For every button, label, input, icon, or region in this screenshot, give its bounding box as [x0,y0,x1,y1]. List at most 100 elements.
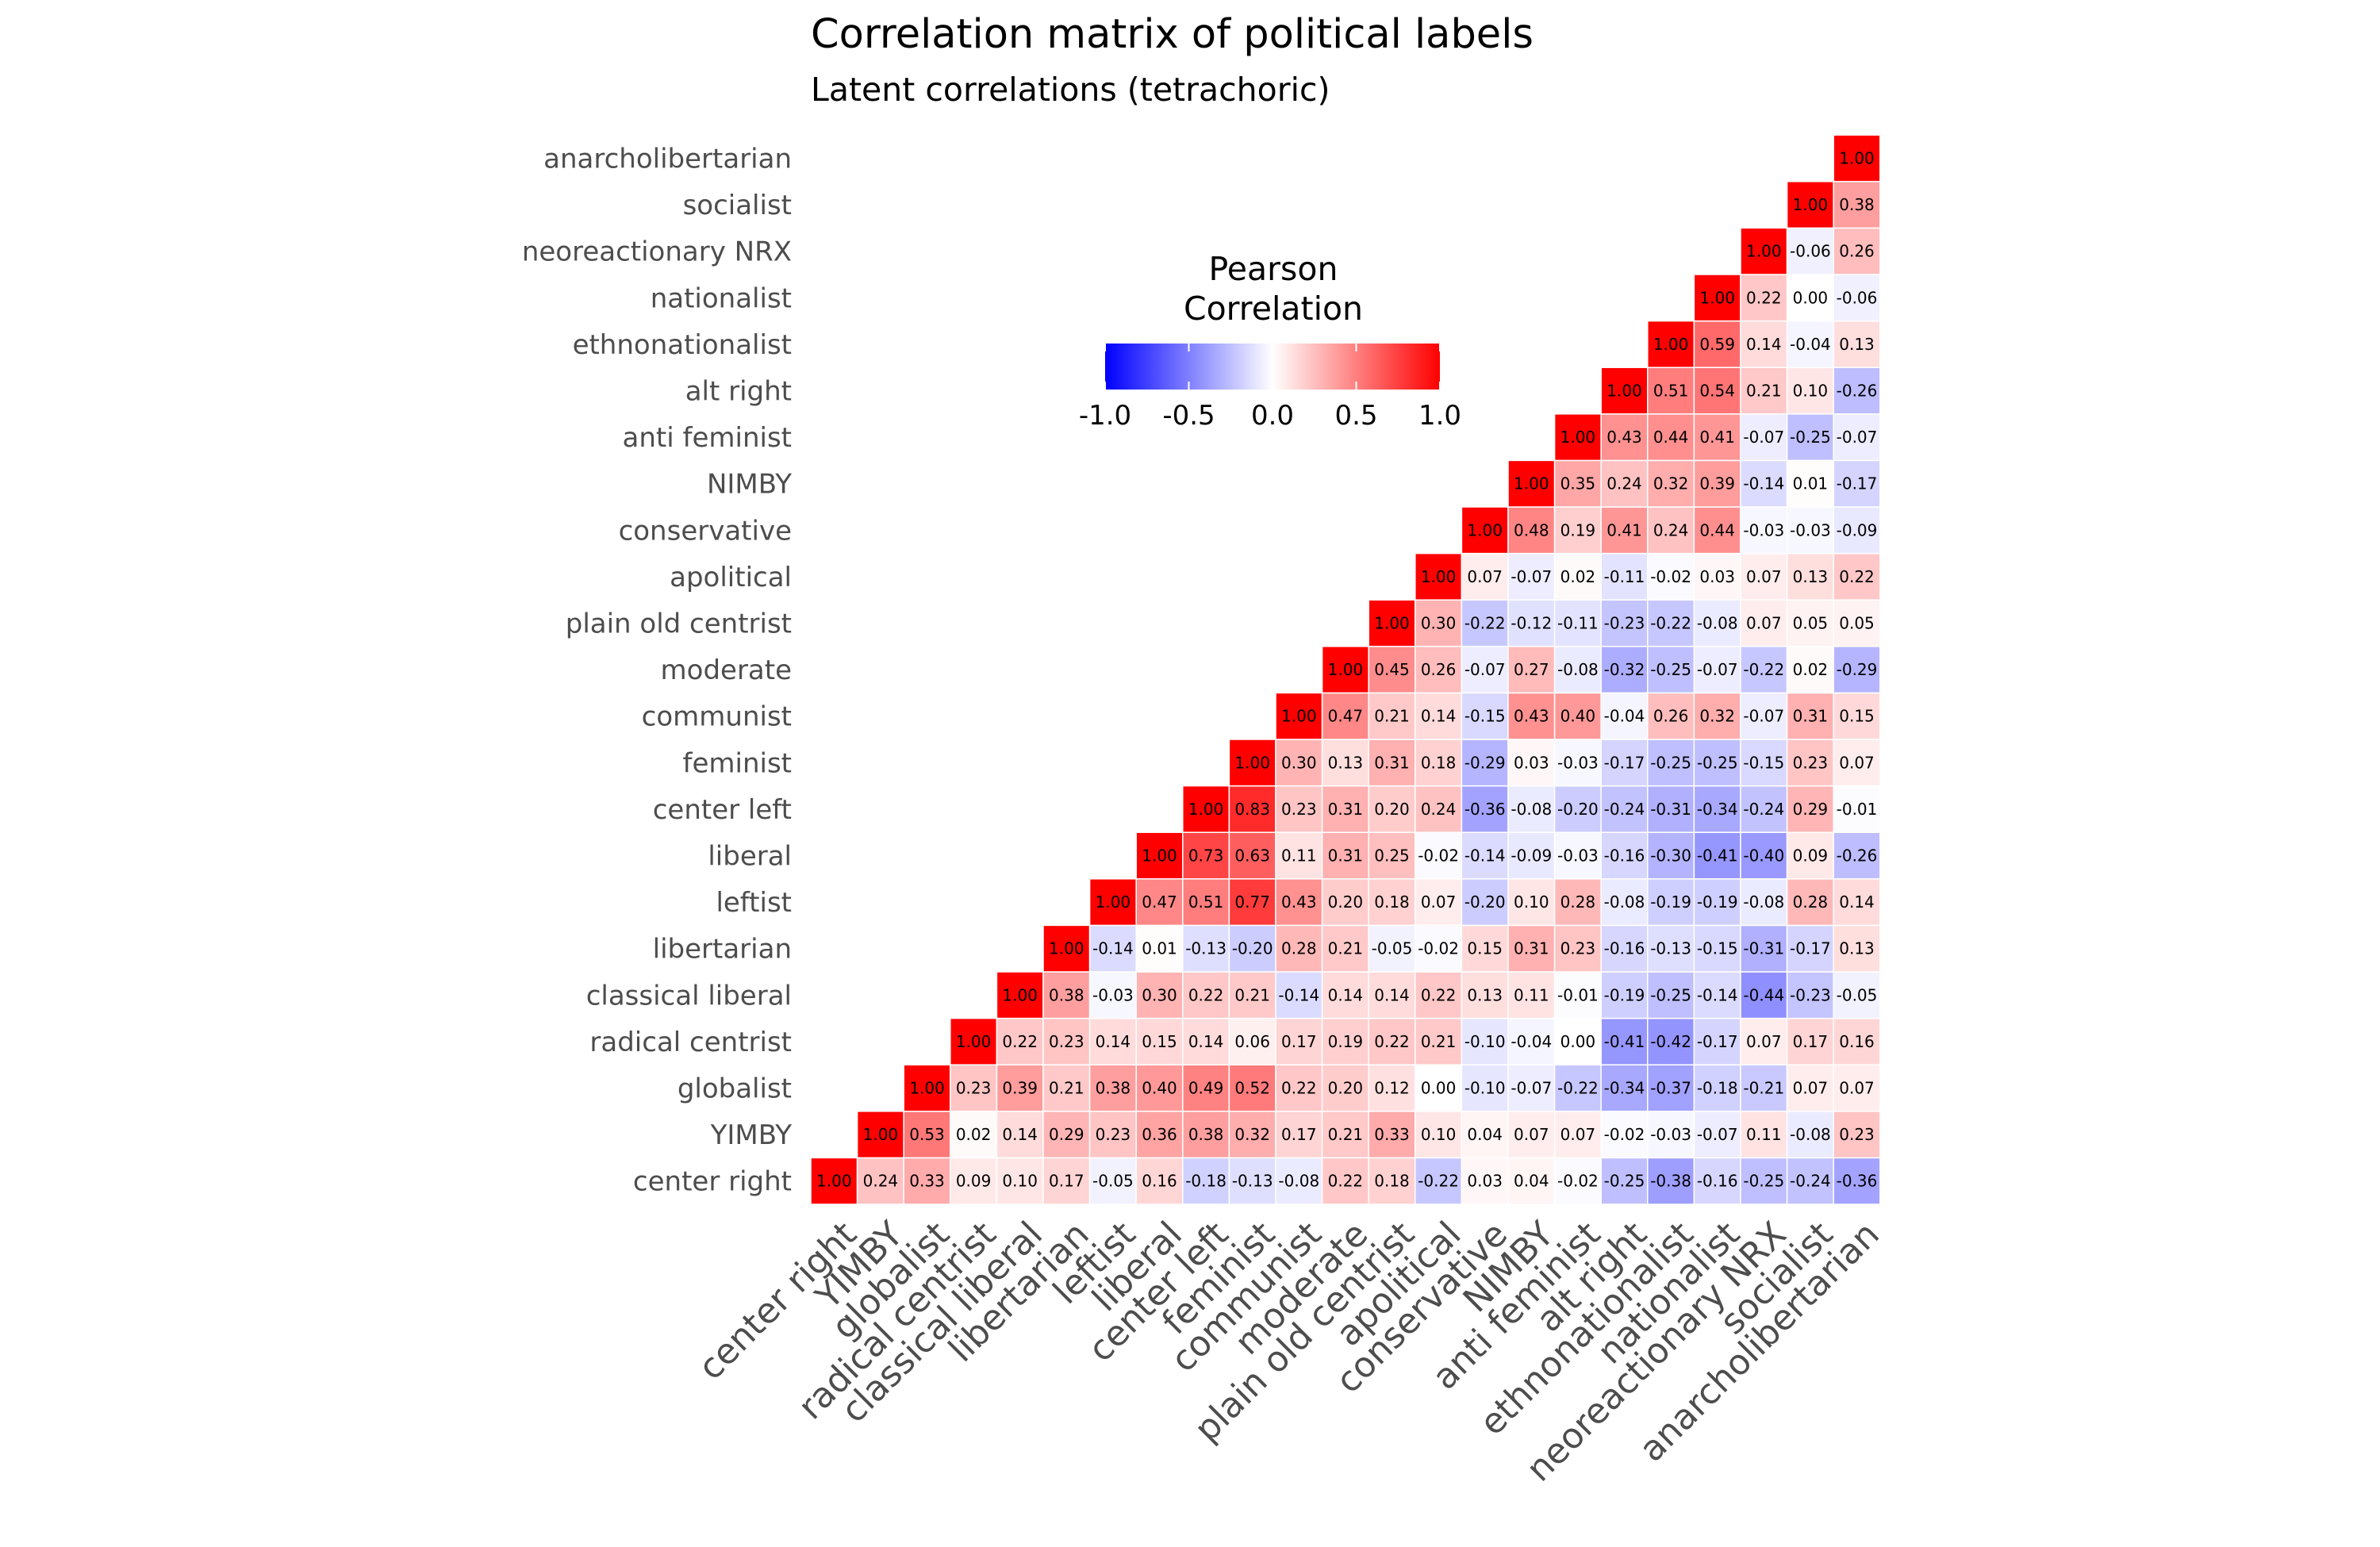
cell-value-label: -0.16 [1697,1172,1738,1191]
cell-value-label: 0.23 [1560,939,1596,958]
cell-value-label: 0.31 [1374,753,1410,772]
cell-value-label: -0.07 [1511,1079,1552,1098]
cell-value-label: 0.29 [1793,800,1829,819]
cell-value-label: 0.13 [1839,335,1875,354]
cell-value-label: 0.54 [1699,382,1735,401]
cell-value-label: 0.30 [1421,614,1457,633]
cell-value-label: 0.14 [1188,1032,1224,1051]
heatmap-cell [1740,506,1788,555]
cell-value-label: 0.26 [1421,660,1457,679]
cell-value-label: -0.05 [1837,985,1878,1004]
chart-subtitle: Latent correlations (tetrachoric) [811,71,1330,109]
heatmap-cell [1740,413,1788,462]
cell-value-label: 0.13 [1793,567,1829,586]
heatmap-cell [903,1064,951,1112]
cell-value-label: 0.31 [1793,707,1829,726]
cell-value-label: -0.17 [1790,939,1831,958]
cell-value-label: 0.38 [1839,195,1875,214]
heatmap-cell [1228,831,1276,880]
heatmap-cell [1461,1017,1509,1065]
cell-value-label: 0.20 [1328,1079,1364,1098]
cell-value-label: 0.07 [1793,1079,1829,1098]
y-tick-label: classical liberal [586,980,792,1012]
cell-value-label: -0.29 [1837,660,1878,679]
heatmap-cell [1740,831,1788,880]
cell-value-label: -0.22 [1557,1079,1599,1098]
cell-value-label: -0.26 [1837,846,1878,866]
heatmap-cell [1647,831,1695,880]
cell-value-label: -0.24 [1790,1172,1831,1191]
cell-value-label: -0.30 [1650,846,1691,866]
heatmap-cell [1507,1111,1556,1159]
cell-value-label: 0.22 [1839,567,1875,586]
cell-value-label: 0.52 [1234,1079,1270,1098]
cell-value-label: 1.00 [1746,242,1782,261]
heatmap-cell [1228,1064,1276,1112]
heatmap-cell [1415,552,1463,601]
cell-value-label: 1.00 [1839,149,1875,168]
cell-value-label: -0.11 [1604,567,1645,586]
cell-value-label: 0.10 [1421,1125,1457,1144]
heatmap-cell [996,971,1044,1019]
cell-value-label: 0.77 [1234,892,1270,912]
cell-value-label: -0.36 [1464,800,1506,819]
cell-value-label: -0.17 [1837,474,1878,493]
cell-value-label: 0.00 [1560,1032,1596,1051]
cell-value-label: 0.21 [1746,382,1782,401]
heatmap-cell [1275,692,1323,740]
cell-value-label: -0.14 [1743,474,1784,493]
cell-value-label: 0.23 [956,1079,992,1098]
cell-value-label: 0.21 [1234,985,1270,1004]
heatmap-cell [1321,785,1369,833]
heatmap-cell [996,1064,1044,1112]
heatmap-cell [1275,1157,1323,1205]
heatmap-cell [1507,1157,1556,1205]
heatmap-cell [1042,1157,1091,1205]
cell-value-label: 0.73 [1188,846,1224,866]
heatmap-cell [1368,1064,1416,1112]
cell-value-label: 0.01 [1142,939,1177,958]
cell-value-label: 0.04 [1467,1125,1503,1144]
heatmap-cell [1600,878,1649,927]
heatmap-cell [1553,1157,1602,1205]
cell-value-label: 0.47 [1142,892,1177,912]
cell-value-label: 0.22 [1746,288,1782,307]
heatmap-cell [1507,878,1556,927]
cell-value-label: 0.25 [1374,846,1410,866]
cell-value-label: -0.08 [1697,614,1738,633]
heatmap-cell [1647,459,1695,508]
cell-value-label: -0.24 [1604,800,1645,819]
heatmap-cell [1647,692,1695,740]
cell-value-label: 0.23 [1281,800,1317,819]
heatmap-cell [1507,506,1556,555]
heatmap-cell [1507,785,1556,833]
cell-value-label: 0.31 [1514,939,1549,958]
heatmap-cell [1740,1111,1788,1159]
cell-value-label: 0.23 [1049,1032,1084,1051]
cell-value-label: 0.07 [1421,892,1457,912]
cell-value-label: 0.02 [1793,660,1829,679]
heatmap-cell [1786,599,1834,647]
heatmap-cell [1647,367,1695,415]
cell-value-label: -0.08 [1278,1172,1319,1191]
cell-value-label: 0.24 [863,1172,899,1191]
heatmap-cell [1461,506,1509,555]
heatmap-cell [1833,367,1881,415]
cell-value-label: -0.08 [1604,892,1645,912]
heatmap-cell [1275,831,1323,880]
heatmap-cell [1415,692,1463,740]
cell-value-label: 0.23 [1096,1125,1131,1144]
cell-value-label: 0.47 [1328,707,1364,726]
cell-value-label: 1.00 [1281,707,1317,726]
heatmap-cell [1833,924,1881,973]
cell-value-label: 0.20 [1374,800,1410,819]
cell-value-label: 1.00 [1514,474,1549,493]
cell-value-label: 0.29 [1049,1125,1084,1144]
cell-value-label: 0.14 [1839,892,1875,912]
cell-value-label: -0.08 [1511,800,1552,819]
cell-value-label: 0.21 [1049,1079,1084,1098]
cell-value-label: 0.11 [1281,846,1317,866]
heatmap-cell [1786,1157,1834,1205]
heatmap-cell [1088,971,1137,1019]
